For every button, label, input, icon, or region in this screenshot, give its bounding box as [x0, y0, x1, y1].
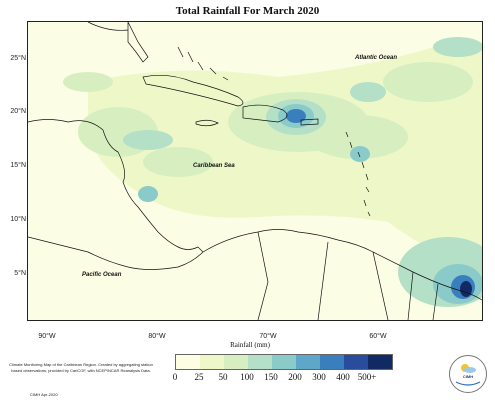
legend-swatch [272, 355, 296, 369]
lon-label-80w: 80°W [148, 333, 166, 340]
legend-tick-label: 25 [194, 372, 204, 382]
legend-tick-label: 500+ [357, 372, 377, 382]
caribbean-sea-label: Caribbean Sea [193, 163, 235, 169]
legend-swatch [296, 355, 320, 369]
legend-tick-label: 300 [312, 372, 326, 382]
legend-title: Rainfall (mm) [230, 341, 270, 349]
legend-swatch [320, 355, 344, 369]
credit-text: Climate Monitoring Map of the Caribbean … [9, 362, 153, 373]
pacific-ocean-label: Pacific Ocean [82, 272, 122, 278]
lat-label-15n: 15°N [10, 162, 26, 169]
atlantic-ocean-label: Atlantic Ocean [355, 55, 398, 61]
legend-swatch [200, 355, 224, 369]
lat-label-20n: 20°N [10, 108, 26, 115]
lon-label-90w: 90°W [38, 333, 56, 340]
legend-tick-label: 200 [288, 372, 302, 382]
logo-text: CIMH [462, 374, 474, 379]
lon-label-70w: 70°W [259, 333, 277, 340]
cimh-logo: CIMH [449, 355, 487, 393]
legend-tick-label: 0 [172, 372, 178, 382]
legend-swatch [368, 355, 392, 369]
legend-swatch [176, 355, 200, 369]
legend-swatch [248, 355, 272, 369]
coastlines [28, 22, 482, 320]
sun-cloud-icon [455, 364, 481, 386]
rainfall-shading [63, 37, 482, 307]
rainfall-map-canvas [28, 22, 482, 320]
legend-tick-label: 50 [218, 372, 228, 382]
legend-tick-label: 400 [336, 372, 350, 382]
map-title: Total Rainfall For March 2020 [175, 5, 320, 17]
rainfall-map [27, 21, 483, 321]
legend-colorbar [175, 354, 393, 370]
lat-label-25n: 25°N [10, 55, 26, 62]
lon-label-60w: 60°W [369, 333, 387, 340]
legend-tick-label: 150 [264, 372, 278, 382]
credit-date: CIMH Apr-2020 [30, 392, 58, 397]
lat-label-5n: 5°N [14, 270, 26, 277]
legend-swatch [224, 355, 248, 369]
legend-swatch [344, 355, 368, 369]
lat-label-10n: 10°N [10, 216, 26, 223]
legend-tick-label: 100 [240, 372, 254, 382]
